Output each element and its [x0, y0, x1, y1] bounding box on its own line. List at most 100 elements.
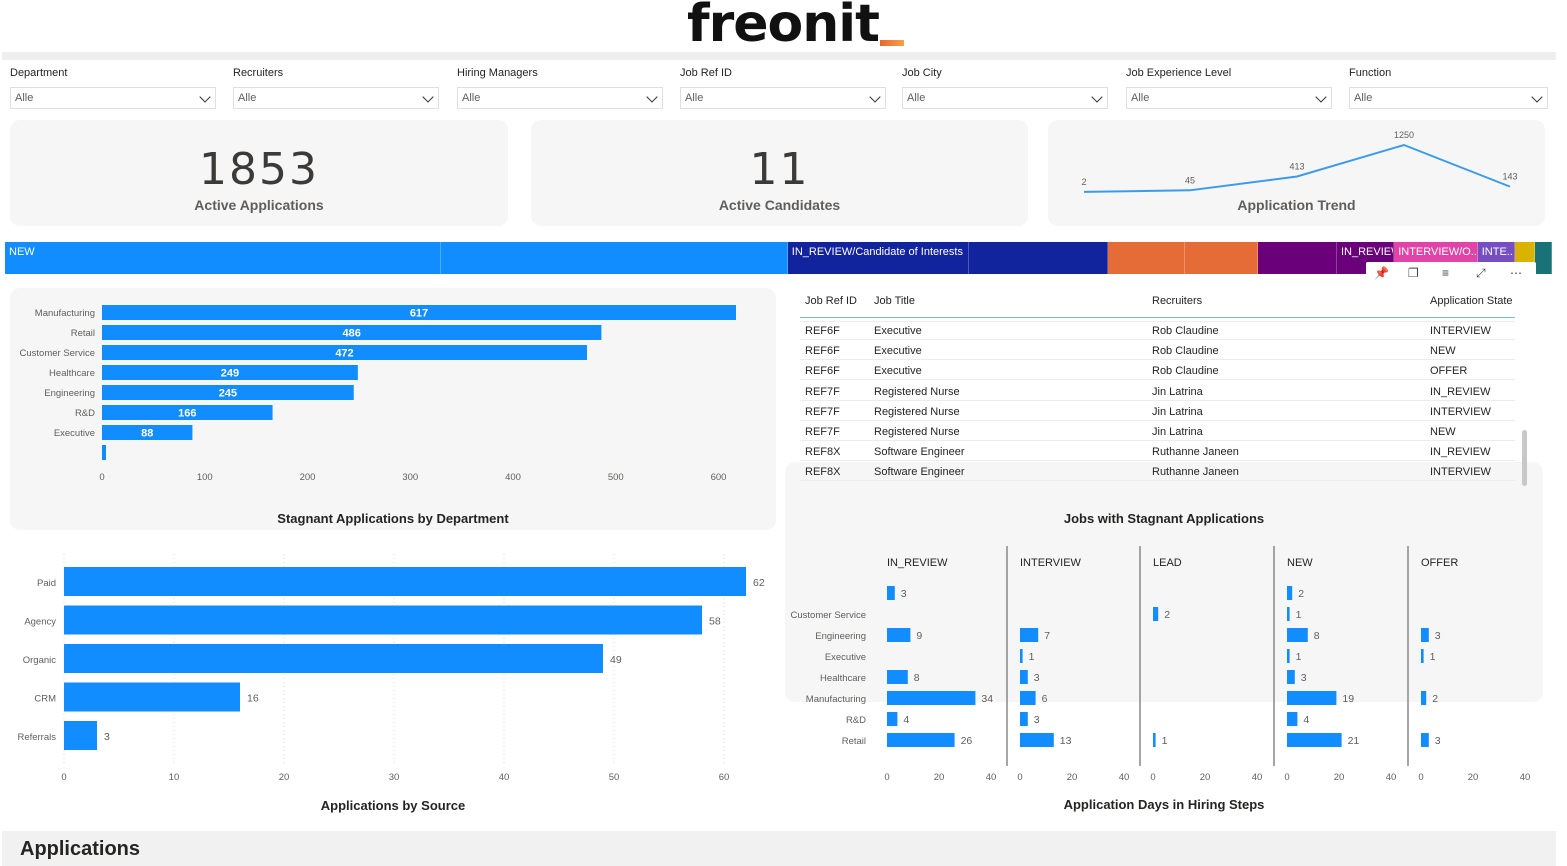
bar-value-label: 8 — [914, 672, 920, 684]
table-row[interactable]: REF8X Software Engineer Ruthanne Janeen IN_… — [800, 441, 1515, 462]
x-tick-label: 10 — [169, 772, 180, 783]
active-candidates-card[interactable]: 11 Active Candidates — [531, 120, 1028, 226]
filter-icon[interactable]: ≡ — [1442, 266, 1450, 280]
table-scrollbar[interactable] — [1522, 430, 1527, 486]
table-row[interactable]: REF6F Executive Rob Claudine OFFER — [800, 360, 1515, 381]
application-state-ribbon[interactable]: NEW IN_REVIEW/Candidate of Interests IN_RE… — [5, 242, 1552, 274]
panel-title: INTERVIEW — [1020, 557, 1082, 569]
table-row[interactable] — [800, 302, 1515, 322]
filter-job-city: Job City Alle — [902, 66, 1108, 109]
active-applications-card[interactable]: 1853 Active Applications — [10, 120, 508, 226]
panel-title: OFFER — [1421, 557, 1458, 569]
category-label: Healthcare — [49, 368, 95, 379]
x-tick-label: 0 — [884, 772, 889, 783]
panel-title: NEW — [1287, 557, 1313, 569]
ribbon-segment[interactable] — [1108, 242, 1186, 274]
days-bar — [1020, 649, 1023, 663]
hiring-managers-dropdown[interactable]: Alle — [457, 87, 663, 109]
table-cell: REF8X — [805, 446, 841, 459]
application-trend-chart: 2 45 413 1250 143 — [1081, 130, 1518, 193]
table-cell: IN_REVIEW — [1430, 446, 1491, 459]
days-in-hiring-steps-chart[interactable]: Customer Service Engineering Executive Heal… — [785, 540, 1545, 790]
column-header-application-state[interactable]: Application State — [1430, 295, 1513, 307]
table-cell: INTERVIEW — [1430, 325, 1491, 337]
column-header-job-ref-id[interactable]: Job Ref ID — [805, 295, 857, 307]
table-row[interactable]: REF6F Executive Rob Claudine NEW — [800, 340, 1515, 361]
pin-icon[interactable]: 📌 — [1374, 266, 1389, 280]
table-row[interactable]: REF6F Executive Rob Claudine INTERVIEW — [800, 320, 1515, 340]
x-tick-label: 200 — [300, 472, 316, 483]
jobs-table-title: Jobs with Stagnant Applications — [1063, 511, 1265, 526]
table-row[interactable]: REF8X Software Engineer Ruthanne Janeen INT… — [800, 461, 1515, 482]
stagnant-by-department-chart[interactable]: Manufacturing 617 Retail 486 Customer Servic… — [10, 288, 776, 488]
table-row[interactable]: REF7F Registered Nurse Jin Latrina IN_REVIE… — [800, 381, 1515, 401]
table-cell: Software Engineer — [874, 446, 965, 459]
ribbon-segment[interactable] — [968, 242, 1108, 274]
jobs-table[interactable]: Job Ref ID Job Title Recruiters Applicat… — [797, 290, 1527, 486]
days-bar — [1153, 733, 1156, 747]
category-label: Referrals — [17, 732, 56, 743]
department-bar — [102, 345, 588, 360]
more-icon[interactable]: ⋯ — [1510, 266, 1522, 280]
section-title: Applications — [20, 838, 141, 860]
chevron-down-icon — [422, 91, 434, 103]
job-ref-id-dropdown[interactable]: Alle — [680, 87, 886, 109]
table-cell: Executive — [874, 345, 922, 358]
bar-value-label: 2 — [1164, 609, 1170, 621]
bar-value-label: 486 — [343, 328, 361, 340]
section-bar — [2, 831, 1556, 866]
chevron-down-icon — [1091, 91, 1103, 103]
job-experience-level-dropdown[interactable]: Alle — [1126, 87, 1332, 109]
chevron-down-icon — [646, 91, 658, 103]
job-city-dropdown[interactable]: Alle — [902, 87, 1108, 109]
column-header-job-title[interactable]: Job Title — [874, 295, 915, 307]
days-bar — [1287, 586, 1293, 600]
copy-icon[interactable]: ❐ — [1408, 266, 1419, 280]
ribbon-segment[interactable] — [441, 242, 788, 274]
source-chart-title: Applications by Source — [320, 798, 466, 813]
dropdown-value: Alle — [1131, 92, 1150, 104]
table-cell: NEW — [1430, 426, 1456, 438]
days-bar — [1287, 691, 1337, 705]
ribbon-segment[interactable]: NEW — [5, 242, 442, 274]
table-row[interactable]: REF7F Registered Nurse Jin Latrina NEW — [800, 421, 1515, 441]
days-bar — [887, 712, 898, 726]
days-bar — [1287, 733, 1342, 747]
dropdown-value: Alle — [462, 92, 481, 104]
visual-toolbar: 📌 ❐ ≡ ⤢ ⋯ — [1366, 262, 1536, 282]
function-dropdown[interactable]: Alle — [1349, 87, 1548, 109]
ribbon-segment[interactable] — [1185, 242, 1259, 274]
filter-strip — [2, 52, 1556, 60]
chevron-down-icon — [1531, 91, 1543, 103]
days-bar — [1287, 712, 1298, 726]
x-tick-label: 20 — [279, 772, 290, 783]
filter-recruiters: Recruiters Alle — [233, 66, 439, 109]
table-cell: REF6F — [805, 345, 840, 358]
expand-icon[interactable]: ⤢ — [1476, 266, 1486, 280]
bar-value-label: 9 — [916, 630, 922, 642]
ribbon-segment[interactable] — [1534, 242, 1552, 274]
application-trend-card[interactable]: 2 45 413 1250 143 Application Trend — [1048, 120, 1545, 226]
source-bar — [64, 721, 97, 750]
bar-value-label: 3 — [1435, 735, 1441, 747]
dropdown-value: Alle — [907, 92, 926, 104]
recruiters-dropdown[interactable]: Alle — [233, 87, 439, 109]
applications-by-source-chart[interactable]: 0 10 20 30 40 50 60 Paid 62 Agency 58 Organic 49 CRM 1… — [0, 546, 780, 786]
days-bar — [1421, 649, 1424, 663]
department-dropdown[interactable]: Alle — [10, 87, 216, 109]
chevron-down-icon — [199, 91, 211, 103]
column-header-recruiters[interactable]: Recruiters — [1152, 295, 1203, 307]
ribbon-segment[interactable]: IN_REVIEW/Candidate of Interests — [787, 242, 969, 274]
table-cell: Jin Latrina — [1152, 405, 1203, 418]
table-cell: Ruthanne Janeen — [1152, 446, 1239, 459]
x-tick-label: 500 — [608, 472, 624, 483]
days-bar — [1421, 628, 1429, 642]
bar-value-label: 19 — [1342, 693, 1354, 705]
table-cell: Registered Nurse — [874, 405, 960, 418]
table-row[interactable]: REF7F Registered Nurse Jin Latrina INTERVIE… — [800, 401, 1515, 421]
bar-value-label: 2 — [1432, 693, 1438, 705]
ribbon-segment[interactable] — [1258, 242, 1337, 274]
days-bar — [1287, 649, 1290, 663]
table-cell: REF7F — [805, 385, 840, 398]
